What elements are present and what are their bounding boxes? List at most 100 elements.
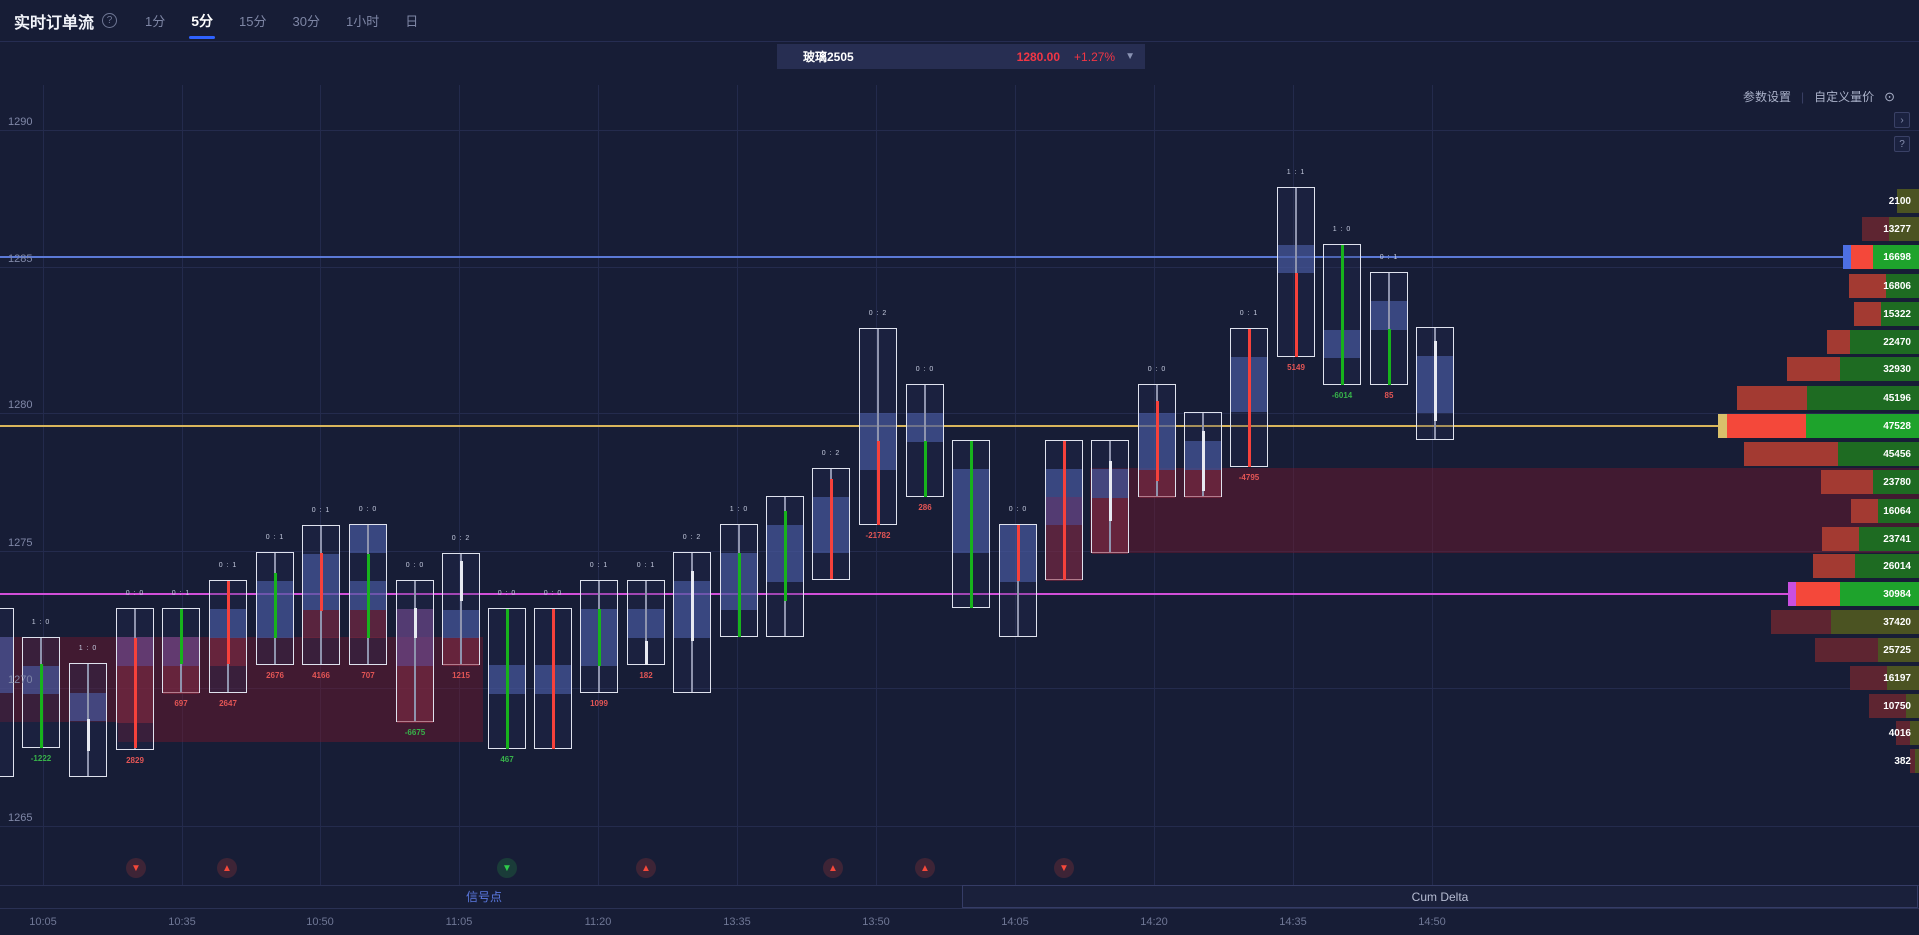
footprint-candle[interactable]	[442, 553, 480, 666]
volume-profile-value: 26014	[1883, 560, 1911, 572]
footprint-candle[interactable]	[1045, 440, 1083, 581]
volume-segment-mgreen	[1881, 302, 1919, 326]
candle-delta-line	[459, 561, 463, 601]
footprint-candle[interactable]	[720, 524, 758, 637]
footprint-candle[interactable]	[534, 608, 572, 749]
chevron-down-icon[interactable]: ▼	[1125, 51, 1135, 62]
footprint-candle[interactable]	[349, 524, 387, 665]
custom-volume-price-button[interactable]: 自定义量价	[1814, 90, 1875, 104]
time-gridline	[598, 85, 599, 885]
candle-delta-line	[86, 719, 90, 751]
red-up-signal-icon[interactable]: ▲	[915, 858, 935, 878]
instrument-change: +1.27%	[1074, 49, 1116, 64]
red-up-signal-icon[interactable]: ▲	[823, 858, 843, 878]
candle-imbalance-label: 0 : 2	[451, 535, 471, 542]
time-axis-label: 14:05	[1001, 916, 1029, 928]
footprint-candle[interactable]	[673, 552, 711, 693]
volume-profile-value: 4016	[1888, 727, 1911, 739]
footprint-candle[interactable]	[488, 608, 526, 749]
footprint-candle[interactable]	[396, 580, 434, 723]
footprint-candle[interactable]	[209, 580, 247, 693]
gear-icon[interactable]: ⊙	[1884, 88, 1895, 104]
candle-delta-line	[179, 609, 183, 664]
price-axis-label: 1270	[8, 674, 33, 686]
panel-help-button[interactable]: ?	[1894, 136, 1910, 152]
green-down-signal-icon[interactable]: ▼	[497, 858, 517, 878]
tab-timeframe-4[interactable]: 1小时	[345, 14, 380, 29]
volume-segment-bgreen	[1873, 245, 1919, 269]
candle-delta-value: 467	[500, 755, 514, 764]
footprint-candle[interactable]	[999, 524, 1037, 637]
tab-timeframe-5[interactable]: 日	[405, 14, 419, 29]
expand-panel-button[interactable]: ›	[1894, 112, 1910, 128]
price-gridline	[0, 826, 1919, 827]
candle-delta-value: -6675	[404, 728, 426, 737]
time-axis-label: 14:20	[1140, 916, 1168, 928]
param-settings-button[interactable]: 参数设置	[1742, 90, 1791, 104]
volume-profile-row: 25725	[1815, 638, 1919, 662]
signal-pane-label[interactable]: 信号点	[465, 890, 502, 904]
settings-row: 参数设置 | 自定义量价 ⊙	[1743, 88, 1895, 105]
footprint-candle[interactable]	[859, 328, 897, 525]
red-down-signal-icon[interactable]: ▼	[126, 858, 146, 878]
footprint-candle[interactable]	[1370, 272, 1408, 385]
footprint-candle[interactable]	[69, 663, 107, 777]
footprint-candle[interactable]	[812, 468, 850, 580]
candle-delta-line	[690, 571, 694, 641]
footprint-candle[interactable]	[1277, 187, 1315, 357]
volume-segment-olive	[1831, 610, 1919, 634]
volume-segment-bred	[1851, 245, 1873, 269]
footprint-candle[interactable]	[0, 608, 14, 777]
time-gridline	[1432, 85, 1433, 885]
red-up-signal-icon[interactable]: ▲	[636, 858, 656, 878]
cum-delta-pane[interactable]: Cum Delta	[962, 885, 1918, 908]
footprint-candle[interactable]	[1323, 244, 1361, 385]
footprint-candle[interactable]	[580, 580, 618, 693]
footprint-candle[interactable]	[116, 608, 154, 750]
volume-segment-dred	[1815, 638, 1878, 662]
volume-profile-row: 16698	[1843, 245, 1919, 269]
tab-timeframe-1[interactable]: 5分	[189, 1, 215, 41]
tab-timeframe-2[interactable]: 15分	[239, 14, 267, 29]
volume-segment-bred	[1727, 414, 1806, 438]
volume-profile-row: 23780	[1821, 470, 1919, 494]
footprint-candle[interactable]	[1138, 384, 1176, 498]
footprint-candle[interactable]	[906, 384, 944, 497]
footprint-candle[interactable]	[952, 440, 990, 608]
candle-delta-line	[1294, 273, 1298, 357]
timeframe-tabs: 1分 5分 15分 30分 1小时 日	[143, 0, 420, 42]
candle-imbalance-label: 0 : 2	[821, 450, 841, 457]
footprint-candle[interactable]	[627, 580, 665, 665]
key-price-line	[0, 593, 1788, 595]
candle-imbalance-label: 0 : 1	[311, 507, 331, 514]
footprint-candle[interactable]	[1416, 327, 1454, 440]
footprint-candle[interactable]	[162, 608, 200, 694]
footprint-candle[interactable]	[766, 496, 804, 637]
footprint-candle[interactable]	[22, 637, 60, 748]
footprint-candle[interactable]	[256, 552, 294, 665]
tab-timeframe-3[interactable]: 30分	[292, 14, 320, 29]
tab-timeframe-0[interactable]: 1分	[145, 14, 166, 29]
candle-delta-line	[1387, 329, 1391, 385]
red-up-signal-icon[interactable]: ▲	[217, 858, 237, 878]
volume-segment-mred	[1813, 554, 1855, 578]
candle-delta-line	[969, 441, 973, 608]
cum-delta-label: Cum Delta	[1411, 889, 1469, 904]
candle-imbalance-label: 1 : 1	[1286, 169, 1306, 176]
candle-delta-value: -21782	[865, 531, 891, 540]
red-down-signal-icon[interactable]: ▼	[1054, 858, 1074, 878]
candle-imbalance-label: 1 : 0	[31, 619, 51, 626]
candle-delta-line	[1016, 525, 1020, 581]
footprint-candle[interactable]	[302, 525, 340, 665]
volume-segment-olive	[1910, 721, 1919, 745]
volume-profile-value: 37420	[1883, 616, 1911, 628]
help-icon[interactable]: ?	[102, 13, 118, 28]
volume-profile-value: 32930	[1883, 363, 1911, 375]
footprint-candle[interactable]	[1230, 328, 1268, 467]
volume-profile-row: 10750	[1869, 694, 1919, 718]
candle-delta-line	[39, 664, 43, 748]
instrument-selector[interactable]: 玻璃2505 1280.00 +1.27% ▼	[777, 44, 1145, 69]
price-axis-label: 1265	[8, 812, 33, 824]
footprint-candle[interactable]	[1184, 412, 1222, 498]
footprint-candle[interactable]	[1091, 440, 1129, 554]
